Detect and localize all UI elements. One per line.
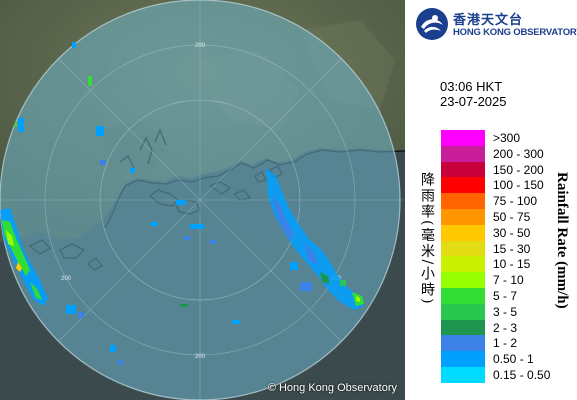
legend-swatch [441, 130, 485, 146]
legend-swatch [441, 287, 485, 304]
legend-label: 0.15 - 0.50 [493, 367, 551, 382]
legend-row: 30 - 50 [441, 224, 571, 241]
legend-row: 2 - 3 [441, 319, 571, 336]
legend-swatch [441, 177, 485, 194]
legend-swatch [441, 208, 485, 225]
legend-label: 7 - 10 [493, 273, 524, 288]
legend-label: 15 - 30 [493, 241, 531, 256]
legend-swatch [441, 256, 485, 273]
range-label-south: 200 [195, 354, 206, 360]
legend-label: 5 - 7 [493, 288, 518, 303]
rainfall-legend: >300 200 - 300 150 - 200 100 - 150 75 - 100 5… [441, 130, 571, 383]
range-label-west: 200 [61, 276, 72, 282]
legend-label: 30 - 50 [493, 225, 531, 240]
observation-date: 23-07-2025 [440, 94, 507, 109]
legend-row: 0.15 - 0.50 [441, 366, 571, 383]
legend-row: 100 - 150 [441, 177, 571, 194]
legend-swatch [441, 240, 485, 257]
legend-label: 3 - 5 [493, 304, 518, 319]
legend-row: 1 - 2 [441, 335, 571, 352]
legend-title-english: Rainfall Rate (mm/h) [554, 172, 570, 309]
legend-row: 75 - 100 [441, 193, 571, 209]
radar-image: 200 200 200 200 [0, 0, 405, 400]
range-ring [99, 99, 301, 301]
legend-swatch [441, 319, 485, 336]
legend-row: >300 [441, 130, 571, 146]
logo-text-english: HONG KONG OBSERVATORY [453, 27, 577, 38]
hko-emblem-icon [416, 8, 448, 40]
legend-swatch [441, 193, 485, 209]
legend-label: 100 - 150 [493, 178, 544, 193]
copyright-notice: © Hong Kong Observatory [267, 382, 397, 394]
legend-label: 1 - 2 [493, 336, 518, 351]
legend-swatch [441, 351, 485, 367]
legend-swatch [441, 161, 485, 178]
legend-row: 3 - 5 [441, 303, 571, 320]
radar-coverage [0, 0, 400, 400]
legend-label: 50 - 75 [493, 209, 531, 224]
radar-map: 200 200 200 200 [0, 0, 405, 400]
legend-label: 75 - 100 [493, 194, 538, 209]
rain-echoes-west [0, 118, 123, 365]
legend-row: 150 - 200 [441, 161, 571, 178]
range-spokes [0, 0, 405, 400]
legend-swatch [441, 224, 485, 241]
legend-swatch [441, 303, 485, 320]
legend-swatch [441, 145, 485, 162]
legend-label: 200 - 300 [493, 146, 544, 161]
legend-row: 10 - 15 [441, 256, 571, 273]
logo-text-chinese: 香港天文台 [453, 13, 524, 28]
legend-label: 150 - 200 [493, 162, 544, 177]
legend-swatch [441, 335, 485, 352]
legend-row: 50 - 75 [441, 208, 571, 225]
legend-label: 0.50 - 1 [493, 352, 534, 367]
legend-swatch [441, 366, 485, 383]
range-label-north: 200 [195, 43, 206, 49]
legend-row: 0.50 - 1 [441, 351, 571, 367]
info-panel: 香港天文台 HONG KONG OBSERVATORY 03:06 HKT 23… [405, 0, 577, 400]
legend-label: 2 - 3 [493, 320, 518, 335]
legend-row: 15 - 30 [441, 240, 571, 257]
legend-row: 5 - 7 [441, 287, 571, 304]
hko-logo: 香港天文台 HONG KONG OBSERVATORY [415, 7, 577, 41]
rain-echoes-scattered [72, 42, 240, 324]
legend-row: 200 - 300 [441, 145, 571, 162]
legend-swatch [441, 272, 485, 288]
legend-title-chinese: 降雨率(毫米/小時) [419, 172, 435, 306]
observation-time: 03:06 HKT [440, 79, 503, 94]
legend-row: 7 - 10 [441, 272, 571, 288]
rain-echoes-east [266, 168, 364, 310]
legend-label: >300 [493, 131, 521, 145]
legend-label: 10 - 15 [493, 257, 531, 272]
